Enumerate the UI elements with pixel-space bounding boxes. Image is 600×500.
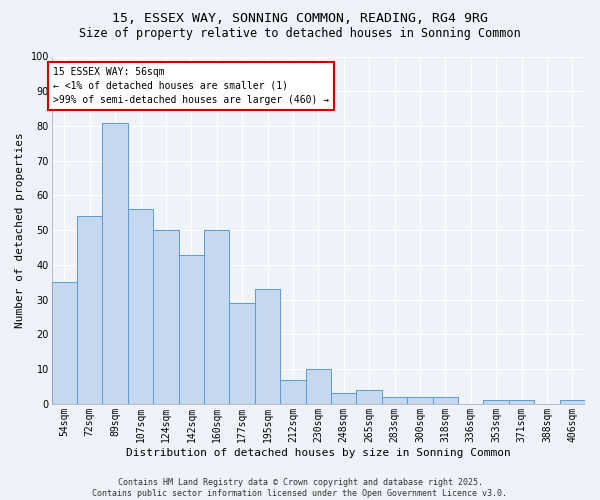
- Bar: [280, 380, 305, 404]
- Bar: [204, 230, 229, 404]
- Bar: [433, 397, 458, 404]
- Bar: [77, 216, 103, 404]
- Bar: [229, 303, 255, 404]
- Bar: [331, 394, 356, 404]
- Bar: [382, 397, 407, 404]
- Text: Contains HM Land Registry data © Crown copyright and database right 2025.
Contai: Contains HM Land Registry data © Crown c…: [92, 478, 508, 498]
- Bar: [153, 230, 179, 404]
- Bar: [103, 122, 128, 404]
- Bar: [509, 400, 534, 404]
- Bar: [305, 369, 331, 404]
- Text: Size of property relative to detached houses in Sonning Common: Size of property relative to detached ho…: [79, 28, 521, 40]
- Bar: [179, 254, 204, 404]
- Y-axis label: Number of detached properties: Number of detached properties: [15, 132, 25, 328]
- Bar: [484, 400, 509, 404]
- X-axis label: Distribution of detached houses by size in Sonning Common: Distribution of detached houses by size …: [126, 448, 511, 458]
- Text: 15 ESSEX WAY: 56sqm
← <1% of detached houses are smaller (1)
>99% of semi-detach: 15 ESSEX WAY: 56sqm ← <1% of detached ho…: [53, 67, 329, 105]
- Bar: [128, 210, 153, 404]
- Text: 15, ESSEX WAY, SONNING COMMON, READING, RG4 9RG: 15, ESSEX WAY, SONNING COMMON, READING, …: [112, 12, 488, 26]
- Bar: [255, 290, 280, 404]
- Bar: [560, 400, 585, 404]
- Bar: [356, 390, 382, 404]
- Bar: [52, 282, 77, 404]
- Bar: [407, 397, 433, 404]
